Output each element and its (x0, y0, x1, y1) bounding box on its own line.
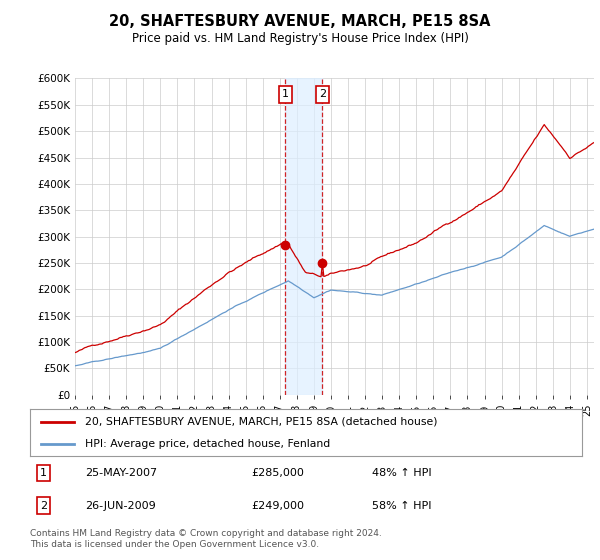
Text: Price paid vs. HM Land Registry's House Price Index (HPI): Price paid vs. HM Land Registry's House … (131, 32, 469, 45)
Text: 1: 1 (282, 89, 289, 99)
Text: 25-MAY-2007: 25-MAY-2007 (85, 468, 157, 478)
Text: HPI: Average price, detached house, Fenland: HPI: Average price, detached house, Fenl… (85, 438, 331, 449)
Text: 2: 2 (40, 501, 47, 511)
Text: 48% ↑ HPI: 48% ↑ HPI (372, 468, 432, 478)
Text: £285,000: £285,000 (251, 468, 304, 478)
Text: Contains HM Land Registry data © Crown copyright and database right 2024.
This d: Contains HM Land Registry data © Crown c… (30, 529, 382, 549)
Text: 1: 1 (40, 468, 47, 478)
Text: 20, SHAFTESBURY AVENUE, MARCH, PE15 8SA: 20, SHAFTESBURY AVENUE, MARCH, PE15 8SA (109, 14, 491, 29)
Text: 58% ↑ HPI: 58% ↑ HPI (372, 501, 432, 511)
Text: 26-JUN-2009: 26-JUN-2009 (85, 501, 156, 511)
Text: £249,000: £249,000 (251, 501, 304, 511)
Text: 2: 2 (319, 89, 326, 99)
Bar (286, 78, 322, 395)
Text: 20, SHAFTESBURY AVENUE, MARCH, PE15 8SA (detached house): 20, SHAFTESBURY AVENUE, MARCH, PE15 8SA … (85, 417, 438, 427)
